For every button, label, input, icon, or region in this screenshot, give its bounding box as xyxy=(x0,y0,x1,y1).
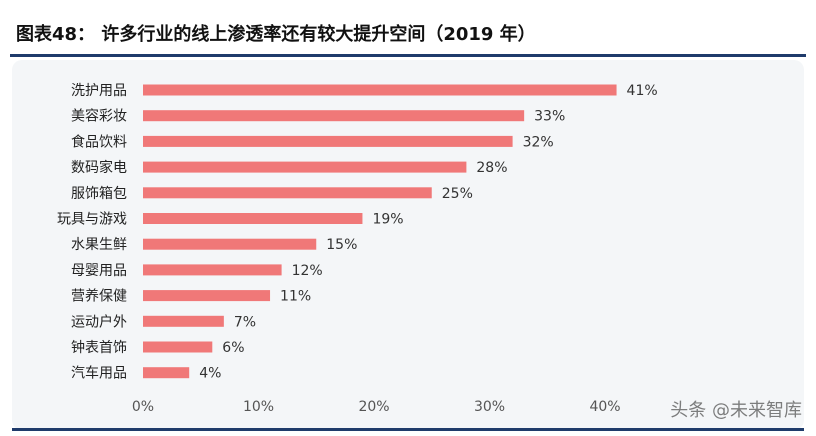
category-label: 营养保健 xyxy=(71,289,127,305)
category-label: 母婴用品 xyxy=(71,263,127,279)
watermark: 头条 @未来智库 xyxy=(670,400,802,421)
x-tick-label: 20% xyxy=(358,399,389,415)
category-label: 洗护用品 xyxy=(71,83,127,99)
bar xyxy=(143,161,467,173)
data-label: 19% xyxy=(372,212,403,228)
bar xyxy=(143,264,282,276)
bar xyxy=(143,84,617,96)
bar xyxy=(143,238,317,250)
bar xyxy=(143,213,363,224)
data-label: 28% xyxy=(476,160,507,176)
bar xyxy=(143,290,271,302)
x-tick-label: 40% xyxy=(589,399,620,415)
bar xyxy=(143,135,513,147)
bar xyxy=(143,341,213,353)
data-label: 7% xyxy=(234,314,256,330)
category-label: 汽车用品 xyxy=(71,365,127,382)
data-label: 6% xyxy=(222,340,244,356)
data-label: 4% xyxy=(199,366,221,382)
x-tick-label: 30% xyxy=(474,399,505,415)
bar xyxy=(143,187,432,199)
data-label: 12% xyxy=(292,263,323,279)
bar xyxy=(143,110,525,122)
category-label: 食品饮料 xyxy=(71,133,127,150)
data-label: 32% xyxy=(523,134,554,150)
x-tick-label: 10% xyxy=(243,399,274,415)
category-label: 钟表首饰 xyxy=(71,339,127,356)
title-bar: 图表48： 许多行业的线上渗透率还有较大提升空间（2019 年） xyxy=(10,14,806,57)
data-label: 11% xyxy=(280,289,311,305)
data-label: 15% xyxy=(326,237,357,253)
x-tick-label: 0% xyxy=(132,399,154,415)
category-label: 玩具与游戏 xyxy=(57,212,127,228)
category-label: 服饰箱包 xyxy=(71,186,127,202)
data-label: 33% xyxy=(534,109,565,125)
data-label: 41% xyxy=(627,83,658,99)
data-label: 25% xyxy=(442,186,473,202)
bar xyxy=(143,315,224,327)
chart-title: 图表48： 许多行业的线上渗透率还有较大提升空间（2019 年） xyxy=(16,24,536,45)
category-label: 数码家电 xyxy=(71,159,127,176)
category-label: 运动户外 xyxy=(71,313,127,330)
category-label: 美容彩妆 xyxy=(71,108,127,125)
category-label: 水果生鲜 xyxy=(71,237,127,253)
bottom-rule xyxy=(12,428,804,431)
bar xyxy=(143,367,190,379)
